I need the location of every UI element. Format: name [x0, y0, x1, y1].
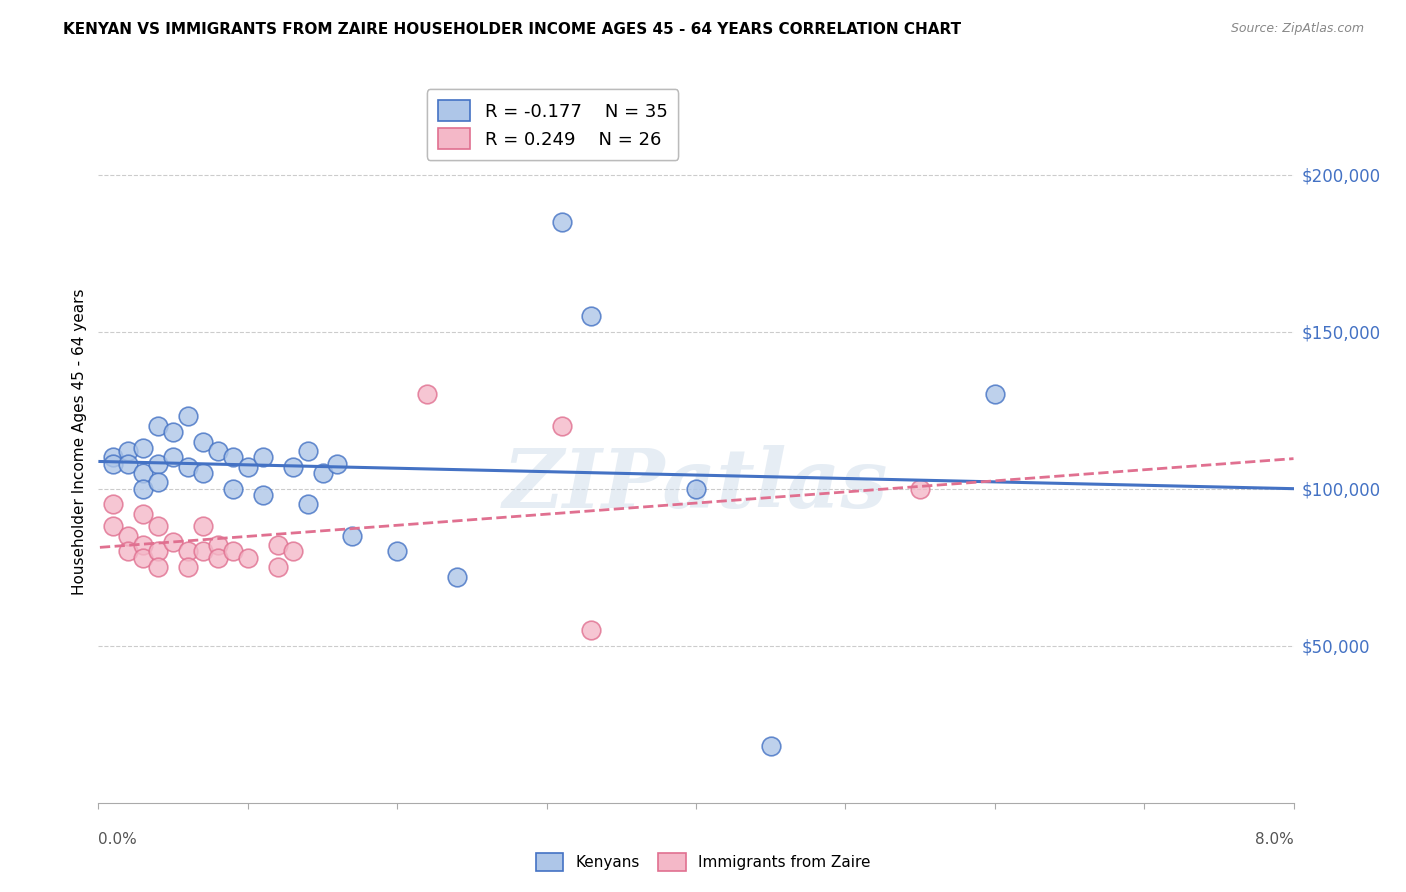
Point	[222, 482, 245, 496]
Point	[191, 544, 214, 558]
Point	[222, 450, 245, 465]
Point	[550, 418, 572, 433]
Text: ZIPatlas: ZIPatlas	[503, 445, 889, 524]
Point	[984, 387, 1007, 401]
Point	[148, 544, 170, 558]
Point	[117, 529, 139, 543]
Point	[148, 519, 170, 533]
Point	[103, 497, 125, 511]
Y-axis label: Householder Income Ages 45 - 64 years: Householder Income Ages 45 - 64 years	[72, 288, 87, 595]
Point	[297, 497, 319, 511]
Point	[685, 482, 707, 496]
Point	[252, 450, 274, 465]
Point	[162, 535, 184, 549]
Point	[416, 387, 439, 401]
Point	[177, 544, 200, 558]
Point	[281, 459, 304, 474]
Point	[236, 459, 259, 474]
Point	[132, 482, 155, 496]
Text: 8.0%: 8.0%	[1254, 831, 1294, 847]
Point	[908, 482, 931, 496]
Point	[191, 466, 214, 480]
Point	[581, 623, 603, 637]
Point	[191, 434, 214, 449]
Point	[177, 409, 200, 424]
Point	[132, 507, 155, 521]
Point	[117, 544, 139, 558]
Legend: Kenyans, Immigrants from Zaire: Kenyans, Immigrants from Zaire	[530, 847, 876, 877]
Point	[297, 444, 319, 458]
Point	[759, 739, 782, 754]
Point	[252, 488, 274, 502]
Legend: R = -0.177    N = 35, R = 0.249    N = 26: R = -0.177 N = 35, R = 0.249 N = 26	[427, 89, 678, 160]
Point	[132, 466, 155, 480]
Point	[103, 457, 125, 471]
Text: Source: ZipAtlas.com: Source: ZipAtlas.com	[1230, 22, 1364, 36]
Point	[148, 560, 170, 574]
Point	[222, 544, 245, 558]
Point	[236, 550, 259, 565]
Point	[162, 425, 184, 439]
Text: KENYAN VS IMMIGRANTS FROM ZAIRE HOUSEHOLDER INCOME AGES 45 - 64 YEARS CORRELATIO: KENYAN VS IMMIGRANTS FROM ZAIRE HOUSEHOL…	[63, 22, 962, 37]
Point	[103, 450, 125, 465]
Point	[385, 544, 409, 558]
Point	[267, 560, 290, 574]
Point	[103, 519, 125, 533]
Point	[117, 457, 139, 471]
Point	[267, 538, 290, 552]
Point	[132, 441, 155, 455]
Point	[342, 529, 364, 543]
Point	[326, 457, 349, 471]
Point	[132, 538, 155, 552]
Point	[117, 444, 139, 458]
Point	[550, 214, 572, 228]
Point	[446, 569, 468, 583]
Point	[581, 309, 603, 323]
Point	[132, 550, 155, 565]
Point	[207, 538, 229, 552]
Point	[177, 560, 200, 574]
Point	[281, 544, 304, 558]
Text: 0.0%: 0.0%	[98, 831, 138, 847]
Point	[162, 450, 184, 465]
Point	[148, 418, 170, 433]
Point	[191, 519, 214, 533]
Point	[177, 459, 200, 474]
Point	[207, 550, 229, 565]
Point	[148, 475, 170, 490]
Point	[207, 444, 229, 458]
Point	[311, 466, 333, 480]
Point	[148, 457, 170, 471]
